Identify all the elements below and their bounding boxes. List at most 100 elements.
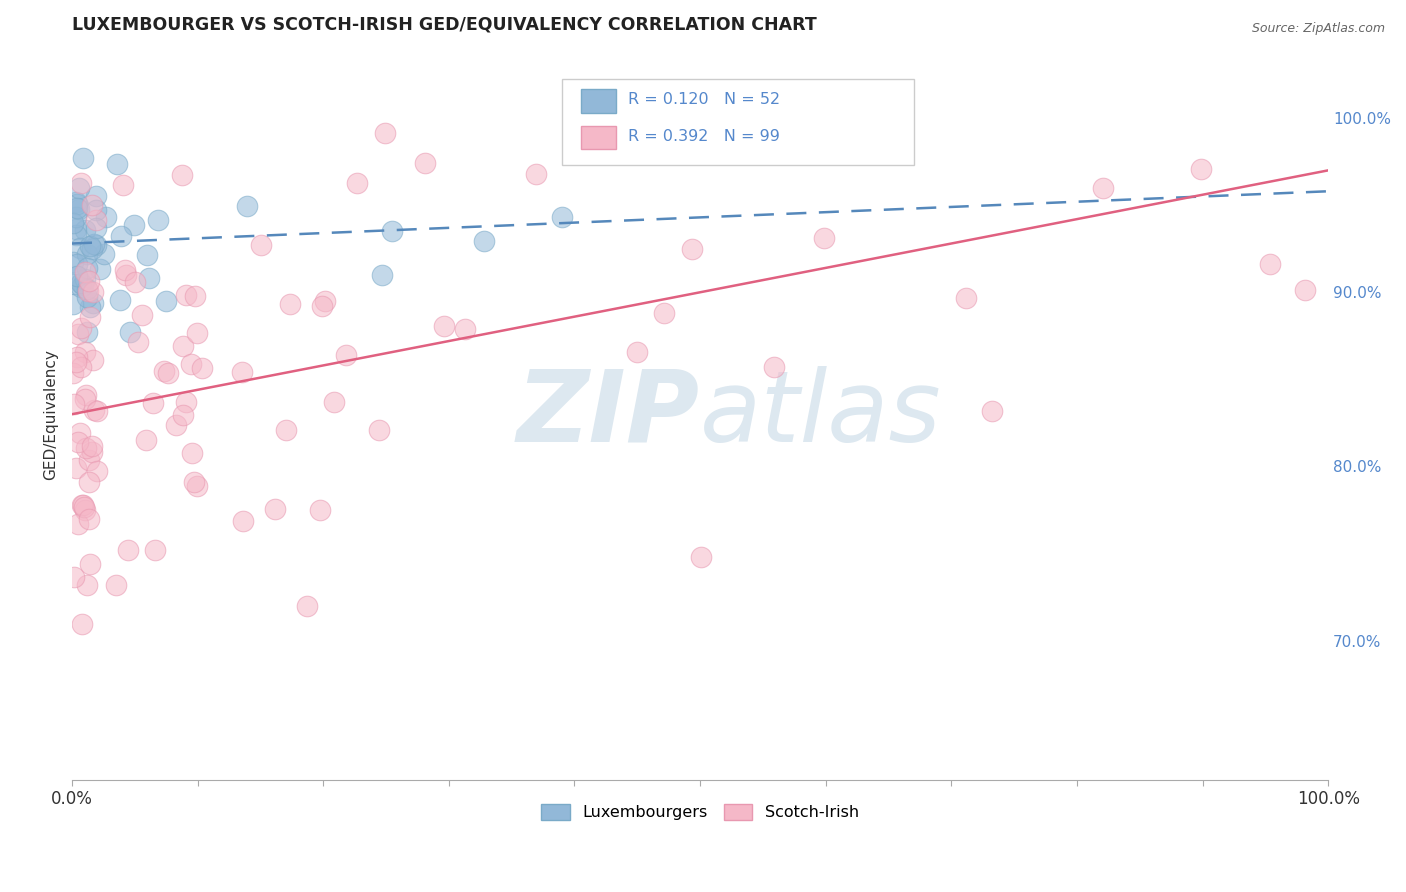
Point: [82, 352, 104, 367]
Point: [84, 212, 107, 227]
Text: Source: ZipAtlas.com: Source: ZipAtlas.com: [1251, 22, 1385, 36]
Point: [1189, 162, 1212, 177]
Point: [70, 276, 93, 290]
Point: [524, 167, 547, 181]
FancyBboxPatch shape: [562, 79, 914, 166]
Point: [274, 423, 297, 437]
Point: [626, 345, 648, 359]
Point: [309, 502, 332, 516]
Point: [124, 275, 146, 289]
Point: [367, 424, 389, 438]
Point: [180, 445, 202, 459]
Point: [80, 198, 103, 212]
Point: [67, 202, 90, 216]
Point: [66, 350, 89, 364]
Point: [66, 269, 89, 284]
Point: [142, 396, 165, 410]
Point: [614, 111, 637, 125]
Text: R = 0.120   N = 52: R = 0.120 N = 52: [628, 92, 780, 107]
Point: [153, 363, 176, 377]
Point: [76, 290, 98, 304]
Point: [236, 198, 259, 212]
Point: [65, 257, 87, 271]
Point: [82, 285, 104, 299]
Point: [413, 156, 436, 170]
Point: [370, 268, 392, 283]
Point: [84, 220, 107, 235]
Point: [278, 297, 301, 311]
Point: [62, 277, 84, 292]
Point: [72, 152, 94, 166]
Point: [381, 224, 404, 238]
Legend: Luxembourgers, Scotch-Irish: Luxembourgers, Scotch-Irish: [534, 797, 866, 827]
Point: [66, 197, 89, 211]
Point: [75, 271, 97, 285]
Point: [264, 501, 287, 516]
Point: [69, 359, 91, 374]
Point: [176, 395, 198, 409]
Point: [65, 222, 87, 236]
Point: [191, 360, 214, 375]
Point: [77, 284, 100, 298]
Point: [66, 435, 89, 450]
Point: [76, 325, 98, 339]
Point: [73, 503, 96, 517]
Point: [124, 218, 146, 232]
Point: [83, 402, 105, 417]
Point: [322, 394, 344, 409]
Point: [79, 238, 101, 252]
Point: [813, 231, 835, 245]
Point: [82, 439, 104, 453]
Point: [79, 274, 101, 288]
Point: [156, 366, 179, 380]
Point: [65, 460, 87, 475]
Point: [117, 542, 139, 557]
Point: [172, 168, 194, 182]
Point: [120, 325, 142, 339]
Point: [65, 228, 87, 243]
Point: [73, 344, 96, 359]
Point: [763, 359, 786, 374]
Point: [73, 392, 96, 407]
Point: [311, 299, 333, 313]
Point: [155, 294, 177, 309]
Point: [146, 213, 169, 227]
Point: [186, 326, 208, 340]
Point: [80, 243, 103, 257]
Point: [374, 126, 396, 140]
Text: atlas: atlas: [700, 366, 942, 463]
Point: [84, 189, 107, 203]
Point: [67, 181, 90, 195]
Point: [454, 322, 477, 336]
Point: [681, 243, 703, 257]
Point: [183, 475, 205, 489]
Point: [114, 268, 136, 282]
Point: [180, 357, 202, 371]
Point: [62, 216, 84, 230]
Point: [335, 348, 357, 362]
Point: [127, 334, 149, 349]
Point: [472, 234, 495, 248]
Point: [131, 308, 153, 322]
Point: [432, 319, 454, 334]
Point: [551, 211, 574, 225]
Point: [112, 178, 135, 193]
Point: [72, 499, 94, 513]
Point: [65, 354, 87, 368]
Point: [89, 262, 111, 277]
Point: [65, 201, 87, 215]
Point: [65, 210, 87, 224]
Point: [69, 426, 91, 441]
Point: [62, 297, 84, 311]
Point: [136, 248, 159, 262]
Point: [73, 223, 96, 237]
Point: [1294, 283, 1316, 297]
Point: [77, 452, 100, 467]
Point: [135, 433, 157, 447]
Point: [67, 326, 90, 341]
Point: [83, 236, 105, 251]
Point: [70, 498, 93, 512]
Point: [145, 543, 167, 558]
Point: [75, 265, 97, 279]
Point: [76, 260, 98, 275]
